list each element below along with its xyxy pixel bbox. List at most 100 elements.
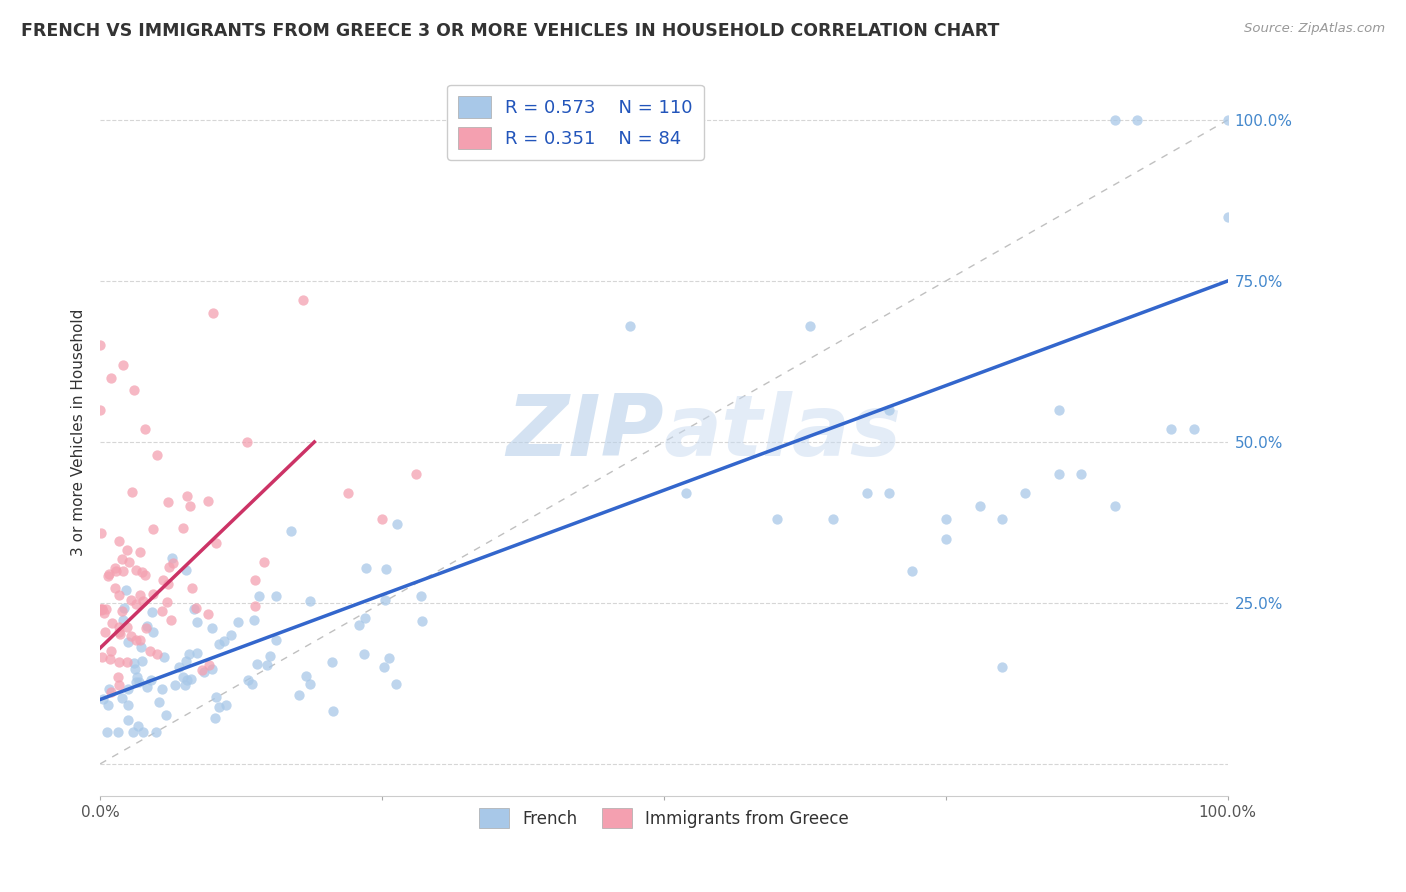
- Point: [135, 621, 157, 635]
- Point: [125, 563, 148, 577]
- Point: [247, 589, 270, 603]
- Point: [180, 672, 202, 686]
- Point: [121, 485, 143, 500]
- Point: [125, 675, 148, 690]
- Point: [89, 338, 111, 352]
- Point: [259, 649, 281, 664]
- Point: [111, 604, 134, 618]
- Point: [373, 660, 395, 674]
- Point: [115, 582, 138, 597]
- Point: [117, 542, 139, 557]
- Point: [1216, 210, 1239, 224]
- Point: [125, 597, 148, 611]
- Point: [97, 569, 120, 583]
- Point: [117, 681, 139, 696]
- Point: [120, 629, 142, 643]
- Point: [96, 724, 118, 739]
- Point: [991, 660, 1014, 674]
- Point: [177, 647, 200, 661]
- Point: [879, 486, 901, 500]
- Point: [935, 532, 957, 546]
- Point: [90, 602, 112, 616]
- Point: [115, 655, 138, 669]
- Point: [385, 677, 408, 691]
- Point: [675, 486, 697, 500]
- Point: [377, 651, 399, 665]
- Point: [129, 588, 152, 602]
- Point: [145, 724, 167, 739]
- Point: [186, 646, 208, 660]
- Point: [157, 559, 180, 574]
- Point: [183, 602, 205, 616]
- Point: [118, 555, 141, 569]
- Point: [1160, 422, 1182, 436]
- Point: [132, 724, 155, 739]
- Point: [201, 306, 224, 320]
- Point: [131, 654, 153, 668]
- Point: [243, 573, 266, 587]
- Point: [153, 650, 176, 665]
- Point: [107, 670, 129, 684]
- Point: [115, 620, 138, 634]
- Point: [132, 594, 155, 608]
- Point: [100, 644, 122, 658]
- Point: [179, 500, 201, 514]
- Point: [280, 524, 302, 538]
- Point: [108, 627, 131, 641]
- Point: [180, 581, 202, 595]
- Point: [142, 523, 165, 537]
- Point: [107, 724, 129, 739]
- Point: [212, 633, 235, 648]
- Point: [193, 665, 215, 679]
- Point: [295, 668, 318, 682]
- Point: [264, 589, 287, 603]
- Point: [120, 593, 142, 607]
- Point: [117, 713, 139, 727]
- Point: [292, 293, 315, 308]
- Point: [90, 650, 112, 665]
- Point: [127, 718, 149, 732]
- Point: [353, 647, 375, 661]
- Point: [145, 448, 167, 462]
- Point: [104, 561, 127, 575]
- Point: [174, 653, 197, 667]
- Text: Source: ZipAtlas.com: Source: ZipAtlas.com: [1244, 22, 1385, 36]
- Point: [901, 564, 924, 578]
- Point: [108, 625, 131, 640]
- Point: [243, 599, 266, 613]
- Point: [98, 652, 121, 666]
- Point: [108, 656, 131, 670]
- Point: [204, 690, 226, 704]
- Point: [107, 620, 129, 634]
- Point: [176, 673, 198, 687]
- Point: [371, 512, 394, 526]
- Point: [122, 724, 145, 739]
- Point: [162, 556, 184, 570]
- Point: [387, 517, 409, 532]
- Point: [409, 589, 432, 603]
- Point: [97, 567, 120, 582]
- Point: [150, 604, 173, 618]
- Point: [167, 660, 190, 674]
- Point: [150, 682, 173, 697]
- Point: [299, 594, 322, 608]
- Point: [1070, 467, 1092, 482]
- Point: [411, 615, 433, 629]
- Point: [186, 600, 208, 615]
- Point: [374, 593, 396, 607]
- Point: [1014, 486, 1036, 500]
- Point: [90, 602, 112, 616]
- Point: [799, 319, 821, 334]
- Y-axis label: 3 or more Vehicles in Household: 3 or more Vehicles in Household: [72, 309, 86, 556]
- Point: [765, 512, 787, 526]
- Point: [243, 613, 266, 627]
- Point: [134, 422, 156, 436]
- Point: [1216, 113, 1239, 128]
- Point: [264, 632, 287, 647]
- Point: [205, 536, 228, 550]
- Point: [879, 402, 901, 417]
- Point: [219, 628, 242, 642]
- Point: [172, 670, 194, 684]
- Point: [1182, 422, 1205, 436]
- Point: [322, 704, 344, 718]
